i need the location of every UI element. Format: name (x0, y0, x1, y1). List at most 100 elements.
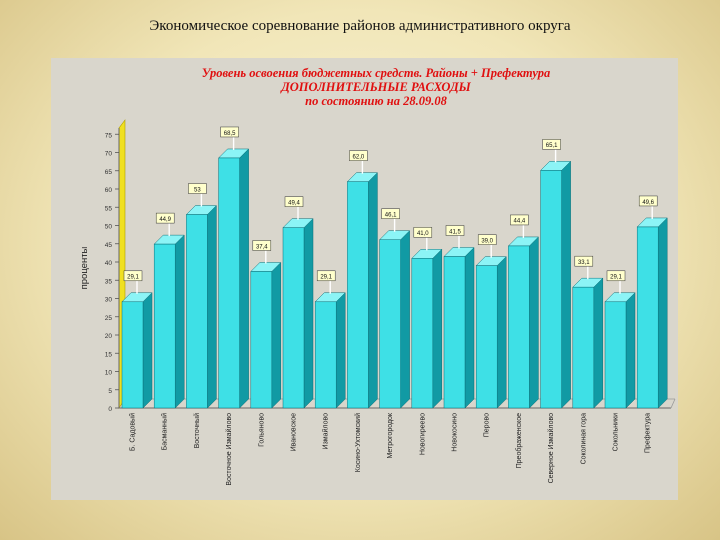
bar (411, 258, 434, 409)
category-label: Сокольники (613, 413, 620, 451)
bar-value-label: 29,1 (320, 275, 332, 281)
category-label: Восточный (193, 413, 201, 448)
bar-side (207, 204, 217, 409)
bar-value-label: 68,5 (224, 131, 236, 137)
bar-side (496, 256, 507, 409)
bar (572, 286, 595, 409)
bar-side (400, 230, 410, 409)
bar-group: 68,5 Восточное Измайлово (217, 126, 250, 486)
bar (186, 214, 208, 409)
chart-title-line: по состоянию на 28.09.08 (305, 94, 447, 108)
bar-group: 49,4 Ивановское (282, 196, 314, 451)
bar-side (625, 292, 636, 409)
bar-value-label: 62,0 (353, 155, 365, 161)
category-label: Преображенское (515, 413, 523, 468)
bar-label-box (542, 139, 561, 150)
bar-label-box (284, 196, 304, 207)
bar-label-box (510, 214, 529, 226)
bar-label-box (349, 150, 368, 161)
bar-label-box (123, 270, 143, 282)
bar (282, 227, 305, 409)
bar-side (368, 172, 378, 409)
bar (347, 181, 369, 409)
bar-side (271, 261, 282, 409)
y-tick-label: 45 (105, 242, 113, 249)
y-tick-label: 50 (105, 224, 113, 231)
bar-value-label: 65,1 (546, 143, 558, 149)
bar-group: 29,1 Измайлово (314, 270, 346, 450)
y-tick-label: 10 (105, 370, 113, 377)
bar-side (335, 292, 346, 409)
category-label: Гольяново (258, 413, 265, 447)
category-label: Ивановское (291, 413, 298, 451)
bar-value-label: 44,9 (159, 217, 171, 223)
bar-side (561, 160, 571, 409)
bar-value-label: 29,1 (127, 275, 139, 281)
y-tick-label: 30 (105, 297, 113, 304)
bar-group: 49,6 Префектура (636, 195, 668, 453)
bar-side (303, 218, 314, 409)
bar-chart: Уровень освоения бюджетных средств. Райо… (79, 66, 676, 486)
chart-title-line: ДОПОЛНИТЕЛЬНЫЕ РАСХОДЫ (280, 80, 471, 94)
bar (540, 170, 562, 409)
bar-label-box (155, 212, 175, 224)
category-label: Басманный (161, 413, 169, 450)
floor-right-line (670, 398, 676, 409)
bar (508, 245, 530, 409)
bar-side (239, 148, 249, 409)
bar-group: 62,0 Косино-Ухтомский (346, 150, 379, 472)
bar (314, 301, 337, 409)
bar-group: 41,5 Новокосино (443, 225, 475, 452)
category-label: Косино-Ухтомский (354, 413, 362, 472)
bar-value-label: 49,6 (642, 200, 654, 206)
y-tick-label: 15 (105, 351, 113, 358)
y-tick-label: 25 (105, 315, 113, 322)
y-tick-label: 60 (105, 187, 113, 194)
bar-side (432, 248, 443, 409)
category-label: Новокосино (452, 413, 459, 452)
bar-group: 53 Восточный (185, 183, 218, 448)
y-tick-label: 20 (105, 333, 113, 340)
y-tick-label: 75 (105, 132, 113, 139)
bar-label-box (638, 195, 658, 207)
category-label: Соколиная гора (580, 413, 587, 465)
bar-group: 39,0 Перово (475, 234, 507, 437)
bar-label-box (413, 227, 433, 238)
bar-value-label: 49,4 (288, 200, 300, 206)
slide-title: Экономическое соревнование районов админ… (149, 18, 571, 34)
bar-value-label: 41,0 (417, 231, 429, 237)
bar-label-box (445, 225, 465, 236)
bar-side (593, 277, 604, 409)
bar-value-label: 41,5 (449, 229, 461, 235)
bar-side (464, 246, 475, 409)
bar-value-label: 29,1 (610, 275, 622, 281)
bar (443, 256, 466, 409)
y-axis-label: проценты (79, 246, 90, 289)
category-label: Новогиреево (419, 413, 426, 455)
bar-group: 29,1 Б. Садовый (121, 270, 153, 451)
y-tick-label: 65 (105, 169, 113, 176)
bar-label-box (220, 126, 239, 138)
bar-value-label: 39,0 (481, 238, 493, 244)
y-tick-label: 40 (105, 260, 113, 267)
category-label: Измайлово (322, 413, 330, 450)
bar (379, 239, 401, 409)
category-label: Перово (484, 413, 491, 437)
bar (636, 226, 659, 409)
bar-side (529, 236, 539, 409)
bar-side (657, 217, 668, 409)
y-tick-label: 5 (108, 388, 112, 395)
bar-value-label: 33,1 (578, 260, 590, 266)
y-tick-label: 35 (105, 278, 113, 285)
bar-label-box (252, 240, 272, 251)
chart-title: Уровень освоения бюджетных средств. Райо… (202, 66, 550, 108)
bar (250, 271, 273, 409)
bar-label-box (574, 255, 594, 267)
category-label: Префектура (645, 413, 652, 453)
bar (121, 301, 144, 409)
bar-group: 46,1 Метрогородок (378, 208, 411, 459)
category-label: Восточное Измайлово (225, 413, 233, 486)
category-label: Северное Измайлово (547, 413, 555, 484)
bar-value-label: 44,4 (514, 219, 526, 225)
bar-group: 44,4 Преображенское (507, 214, 540, 468)
